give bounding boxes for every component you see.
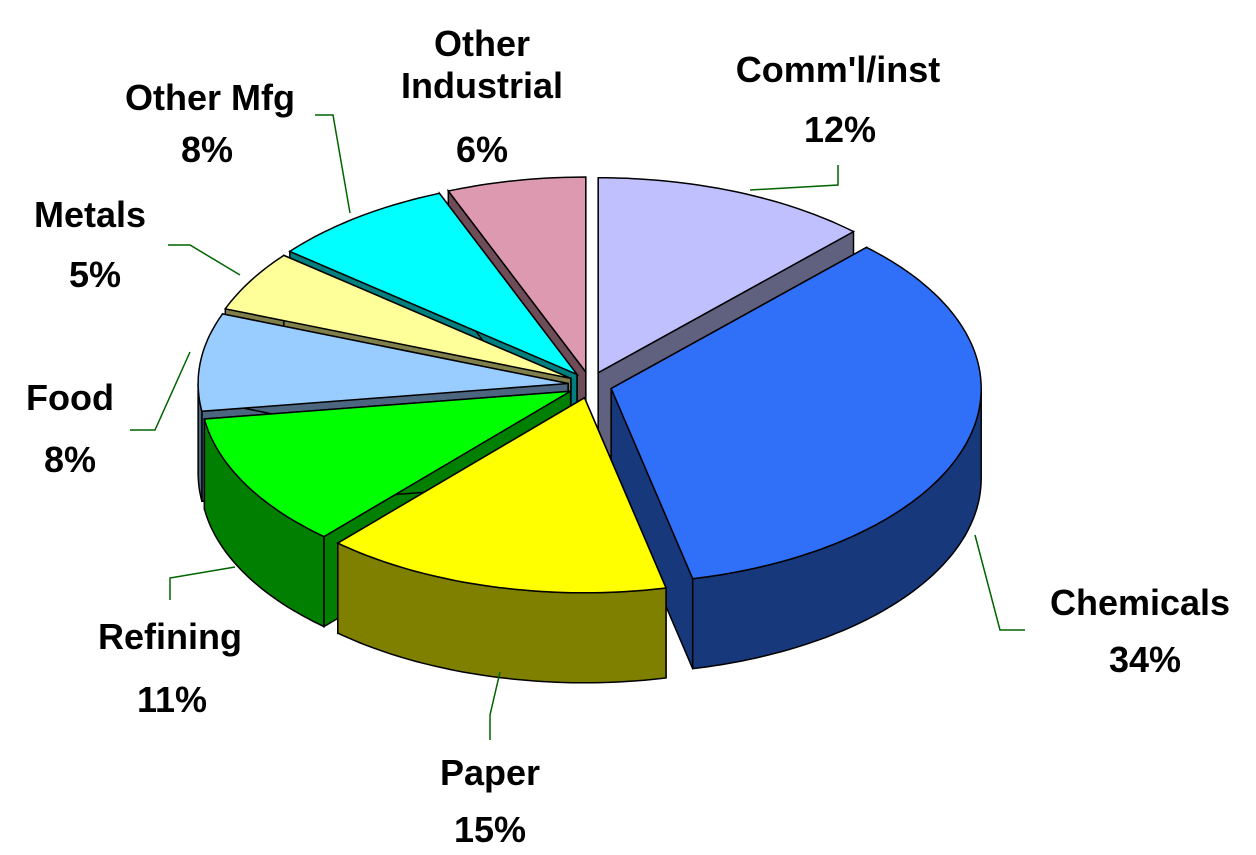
slice — [446, 176, 587, 375]
leader-line — [168, 244, 241, 276]
slice-label: Comm'l/inst — [735, 49, 941, 90]
leader-line — [315, 114, 351, 214]
slice-value-label: 12% — [803, 109, 877, 150]
slice-label: Other Industrial — [400, 23, 564, 106]
leader-line — [489, 671, 501, 740]
slice-value-label: 15% — [453, 809, 527, 850]
slice — [336, 396, 668, 594]
slice-value-label: 8% — [180, 129, 234, 170]
leader-line — [130, 351, 191, 431]
leader-line — [169, 566, 236, 600]
slice-value-label: 6% — [455, 129, 509, 170]
slice-label: Metals — [33, 194, 147, 235]
slice-value-label: 11% — [136, 679, 208, 720]
leader-line — [974, 534, 1025, 631]
slice-value-label: 8% — [43, 439, 97, 480]
slice-label: Other Mfg — [125, 77, 295, 118]
slice — [203, 390, 571, 538]
slice-label: Paper — [439, 752, 541, 793]
slice — [597, 176, 856, 374]
slice — [288, 192, 580, 377]
slice-label: Refining — [98, 616, 242, 657]
slice-label: Chemicals — [1049, 582, 1231, 623]
slice-label: Food — [26, 377, 114, 418]
slice-value-label: 5% — [68, 254, 122, 295]
slice — [610, 246, 982, 580]
slice — [197, 313, 569, 413]
slice — [223, 254, 572, 380]
slice-value-label: 34% — [1108, 639, 1182, 680]
leader-line — [749, 165, 839, 191]
